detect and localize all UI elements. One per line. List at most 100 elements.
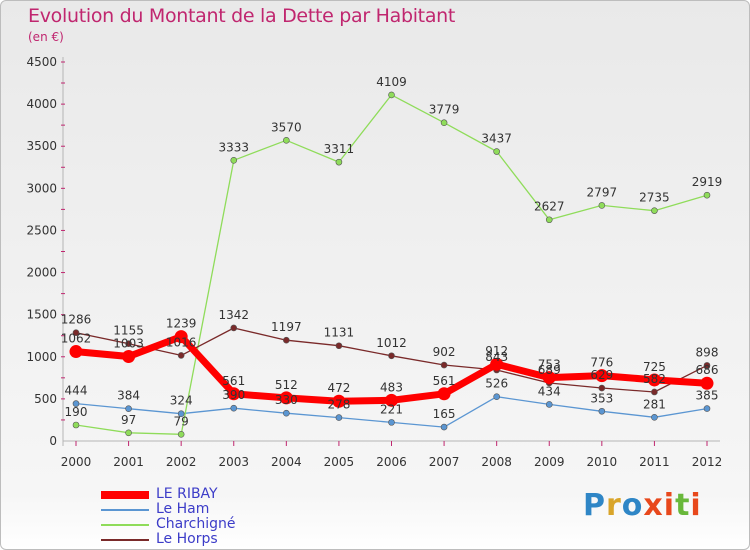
data-label: 902 (433, 345, 456, 359)
data-point (283, 409, 290, 417)
data-label: 1286 (61, 313, 92, 327)
data-label: 526 (485, 377, 508, 391)
data-point (388, 91, 395, 99)
data-point (545, 401, 553, 408)
data-point (703, 191, 711, 199)
y-tick-label: 2000 (26, 266, 57, 280)
data-point (335, 414, 343, 421)
x-tick-label: 2004 (271, 455, 302, 469)
data-point (177, 352, 185, 359)
logo-letter: r (606, 488, 622, 523)
data-label: 3311 (324, 142, 355, 156)
data-label: 629 (590, 368, 613, 382)
legend-item: Le Horps (101, 532, 301, 547)
data-point (72, 400, 80, 407)
data-label: 444 (65, 384, 88, 398)
data-label: 725 (643, 360, 666, 374)
data-point (230, 404, 238, 412)
data-point (598, 407, 606, 415)
data-label: 353 (590, 391, 613, 405)
legend-label: Le Horps (156, 531, 218, 547)
data-point (493, 148, 500, 155)
legend-swatch (101, 509, 149, 511)
data-point (493, 393, 500, 400)
data-point (703, 405, 711, 412)
x-tick-label: 2003 (218, 455, 249, 469)
x-tick-label: 2001 (113, 455, 144, 469)
data-label: 3437 (481, 132, 512, 146)
unit-label: (en €) (28, 30, 64, 44)
proxiti-logo: Proxiti (583, 488, 702, 523)
data-point (177, 431, 185, 438)
data-point (230, 156, 238, 164)
data-point (125, 429, 132, 437)
data-point (332, 394, 346, 408)
data-label: 97 (121, 413, 136, 427)
logo-letter: o (621, 488, 644, 523)
data-point (440, 119, 448, 127)
data-label: 1012 (376, 336, 407, 350)
data-label: 165 (433, 407, 456, 421)
y-tick-label: 0 (49, 434, 57, 448)
legend-item: LE RIBAY (101, 487, 301, 502)
logo-letter: x (643, 488, 664, 523)
data-label: 1131 (324, 326, 355, 340)
data-point (279, 391, 293, 405)
data-point (388, 419, 395, 426)
data-point (72, 421, 80, 429)
data-point (703, 362, 711, 369)
data-label: 1003 (113, 337, 144, 351)
data-point (490, 357, 504, 371)
data-point (385, 393, 398, 407)
data-label: 2735 (639, 191, 670, 205)
data-label: 689 (538, 363, 561, 377)
data-label: 4109 (376, 75, 407, 89)
data-point (598, 384, 606, 392)
x-tick-label: 2009 (534, 455, 565, 469)
data-point (174, 330, 188, 344)
data-point (122, 350, 136, 364)
data-point (651, 414, 658, 421)
data-point (440, 361, 448, 369)
data-point (69, 345, 83, 359)
data-label: 2919 (692, 175, 723, 189)
x-tick-label: 2000 (61, 455, 92, 469)
data-label: 1016 (166, 335, 197, 349)
logo-letter: P (583, 488, 606, 523)
y-tick-label: 1500 (26, 308, 57, 322)
data-point (72, 329, 80, 336)
data-label: 190 (65, 405, 88, 419)
data-label: 3570 (271, 120, 302, 134)
data-label: 79 (174, 414, 189, 428)
y-tick-label: 500 (34, 392, 57, 406)
data-label: 330 (275, 393, 298, 407)
series-points (69, 91, 714, 438)
y-tick-label: 4000 (26, 97, 57, 111)
data-label: 1062 (61, 332, 92, 346)
legend-swatch (101, 539, 149, 541)
data-point (651, 207, 658, 214)
legend-item: Le Ham (101, 502, 301, 517)
x-tick-label: 2007 (429, 455, 460, 469)
data-label: 483 (380, 380, 403, 394)
data-label: 843 (485, 350, 508, 364)
data-label: 2797 (587, 185, 618, 199)
data-label: 582 (643, 372, 666, 386)
data-label: 434 (538, 384, 561, 398)
x-tick-label: 2010 (587, 455, 618, 469)
data-point (542, 371, 556, 385)
data-point (177, 410, 185, 418)
data-label: 898 (696, 345, 719, 359)
x-tick-label: 2005 (324, 455, 355, 469)
legend-item: Charchigné (101, 517, 301, 532)
y-tick-label: 3500 (26, 139, 57, 153)
data-point (335, 158, 343, 166)
axes: 0 500 1000 1500 2000 2500 3000 3500 4000 4500 2000… (26, 55, 722, 469)
data-point (230, 324, 238, 332)
data-point (283, 137, 290, 144)
data-label: 912 (485, 344, 508, 358)
data-point (595, 369, 609, 383)
data-label: 686 (696, 363, 719, 377)
